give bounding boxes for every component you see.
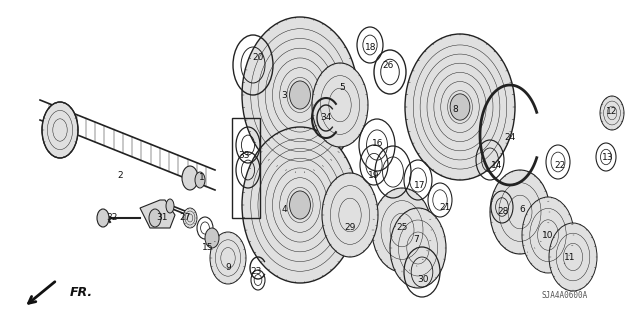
Ellipse shape: [97, 209, 109, 227]
Text: 19: 19: [368, 170, 380, 180]
Text: 31: 31: [156, 213, 168, 222]
Text: 24: 24: [504, 133, 516, 143]
Text: 3: 3: [281, 91, 287, 100]
Text: 6: 6: [519, 205, 525, 214]
Text: FR.: FR.: [70, 286, 93, 300]
Ellipse shape: [549, 223, 597, 291]
Ellipse shape: [405, 34, 515, 180]
Ellipse shape: [312, 63, 368, 147]
Text: 8: 8: [452, 106, 458, 115]
Ellipse shape: [166, 199, 174, 213]
Text: 16: 16: [372, 138, 384, 147]
Ellipse shape: [242, 17, 358, 173]
Text: 10: 10: [542, 231, 554, 240]
Ellipse shape: [322, 173, 378, 257]
Ellipse shape: [450, 94, 470, 120]
Text: 17: 17: [414, 181, 426, 189]
Text: 9: 9: [225, 263, 231, 272]
Ellipse shape: [149, 209, 161, 227]
Text: 29: 29: [344, 224, 356, 233]
Text: 26: 26: [382, 61, 394, 70]
Text: 7: 7: [413, 235, 419, 244]
Text: 1: 1: [199, 173, 205, 182]
Text: 30: 30: [417, 276, 429, 285]
Text: 14: 14: [492, 160, 502, 169]
Ellipse shape: [600, 96, 624, 130]
Text: 34: 34: [320, 114, 332, 122]
Text: 27: 27: [179, 213, 191, 222]
Text: 23: 23: [250, 268, 262, 277]
Text: 20: 20: [252, 54, 264, 63]
Text: 28: 28: [497, 207, 509, 217]
Ellipse shape: [289, 191, 310, 219]
Text: 4: 4: [281, 205, 287, 214]
Text: 12: 12: [606, 108, 618, 116]
Bar: [232, 118, 260, 218]
Ellipse shape: [183, 208, 197, 228]
Text: 33: 33: [238, 151, 250, 160]
Text: SJA4A0600A: SJA4A0600A: [542, 291, 588, 300]
Ellipse shape: [182, 166, 198, 190]
Text: 25: 25: [396, 224, 408, 233]
Text: 2: 2: [117, 170, 123, 180]
Ellipse shape: [522, 197, 574, 273]
Ellipse shape: [205, 228, 219, 248]
Text: 11: 11: [564, 254, 576, 263]
Ellipse shape: [490, 170, 550, 254]
Ellipse shape: [195, 172, 205, 188]
Text: 5: 5: [339, 84, 345, 93]
Text: 13: 13: [602, 153, 614, 162]
Ellipse shape: [242, 127, 358, 283]
Text: 18: 18: [365, 43, 377, 53]
Text: 15: 15: [202, 243, 214, 253]
Text: 32: 32: [106, 213, 118, 222]
Polygon shape: [140, 200, 175, 228]
Text: 21: 21: [439, 203, 451, 211]
Ellipse shape: [42, 102, 78, 158]
Ellipse shape: [289, 81, 310, 109]
Ellipse shape: [210, 232, 246, 284]
Ellipse shape: [372, 188, 432, 272]
Ellipse shape: [390, 208, 446, 288]
Text: 22: 22: [554, 160, 566, 169]
